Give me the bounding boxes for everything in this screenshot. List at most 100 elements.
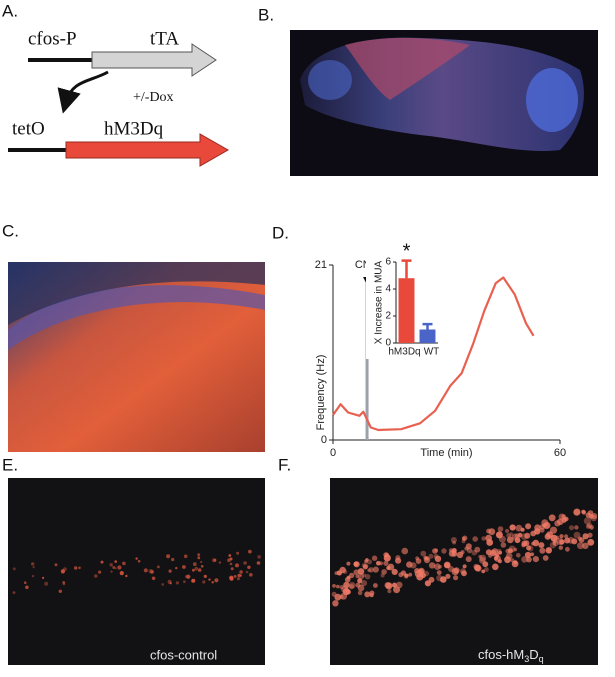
cell [509,532,513,536]
cell [486,539,494,546]
cell [539,547,546,554]
cell [550,534,558,542]
cell [434,555,442,562]
cell [233,575,237,578]
cell [549,542,557,549]
image-caption: cfos-hM3Dq [478,647,544,664]
cell [497,526,504,532]
cell [151,576,156,581]
cell [383,560,389,566]
y-tick-label: 21 [315,259,327,271]
cell [167,579,172,584]
cell [197,553,201,557]
cell [561,517,567,523]
construct-diagram: cfos-P tTA +/-Dox tetO hM3Dq [8,28,230,167]
cell [505,528,510,534]
cell [98,570,102,574]
cell [428,562,436,569]
cell [479,557,486,564]
cell [567,536,575,544]
cell [367,559,372,565]
y-tick-label: 0 [321,434,327,446]
image-caption: cfos-control [150,647,217,662]
cell [117,565,122,570]
cell [484,567,489,572]
cell [517,532,523,538]
cell [432,548,438,554]
cell [513,560,518,564]
cell [371,555,378,561]
cell [574,525,579,530]
cell [581,509,586,514]
cell [334,593,342,601]
panel-label: B. [258,5,274,24]
cell [552,541,556,545]
cell [171,557,175,562]
induction-arrow [57,70,109,114]
cell [230,567,234,571]
cell [12,567,16,571]
cell [538,542,545,549]
cell [373,583,378,588]
cell [364,591,371,598]
cell [548,514,556,522]
cell [348,582,356,589]
cell [485,549,492,556]
cell [119,571,124,576]
cell [434,563,441,570]
cell [497,559,502,564]
cell-group [12,549,261,594]
cell [175,581,179,585]
cell [451,547,457,554]
cell [443,561,451,569]
cell [383,554,391,562]
cell [495,531,503,539]
x-tick-label: WT [424,347,440,358]
cell [450,537,457,543]
cell [481,536,486,541]
bar [419,329,436,343]
cell [452,540,456,545]
cell [100,560,104,564]
cell [587,538,595,546]
dox-label: +/-Dox [133,90,174,105]
cell [229,575,234,580]
cell [229,562,233,566]
x-tick-label: hM3Dq [388,347,420,358]
cell [182,565,186,569]
error-bar [401,259,412,279]
image-background [8,478,265,665]
cell [565,546,570,552]
cell-group [331,508,598,607]
cell [243,561,247,565]
cell [577,542,584,550]
cell [331,591,337,597]
cell [348,584,355,590]
cell [498,550,502,555]
cell [357,568,365,575]
cell [428,576,435,583]
cell [137,559,141,563]
cell [367,568,371,573]
cell [554,520,561,527]
cell [498,535,506,543]
cell [332,600,339,607]
cell [410,562,417,569]
cell [400,570,406,576]
hm3dq-arrow [65,133,230,167]
cell [573,531,581,539]
cell [175,566,178,570]
cell [532,539,540,547]
cell [474,564,481,572]
cell [202,580,206,584]
cell [401,547,409,555]
cell [332,584,336,588]
y-tick-label: 6 [385,257,391,268]
cell [556,537,564,546]
cell [227,558,231,562]
panel-label: E. [2,455,18,474]
cell [346,561,351,566]
x-axis-label: Time (min) [420,447,472,459]
cell [54,563,58,567]
caption-part: 3 [524,654,529,664]
